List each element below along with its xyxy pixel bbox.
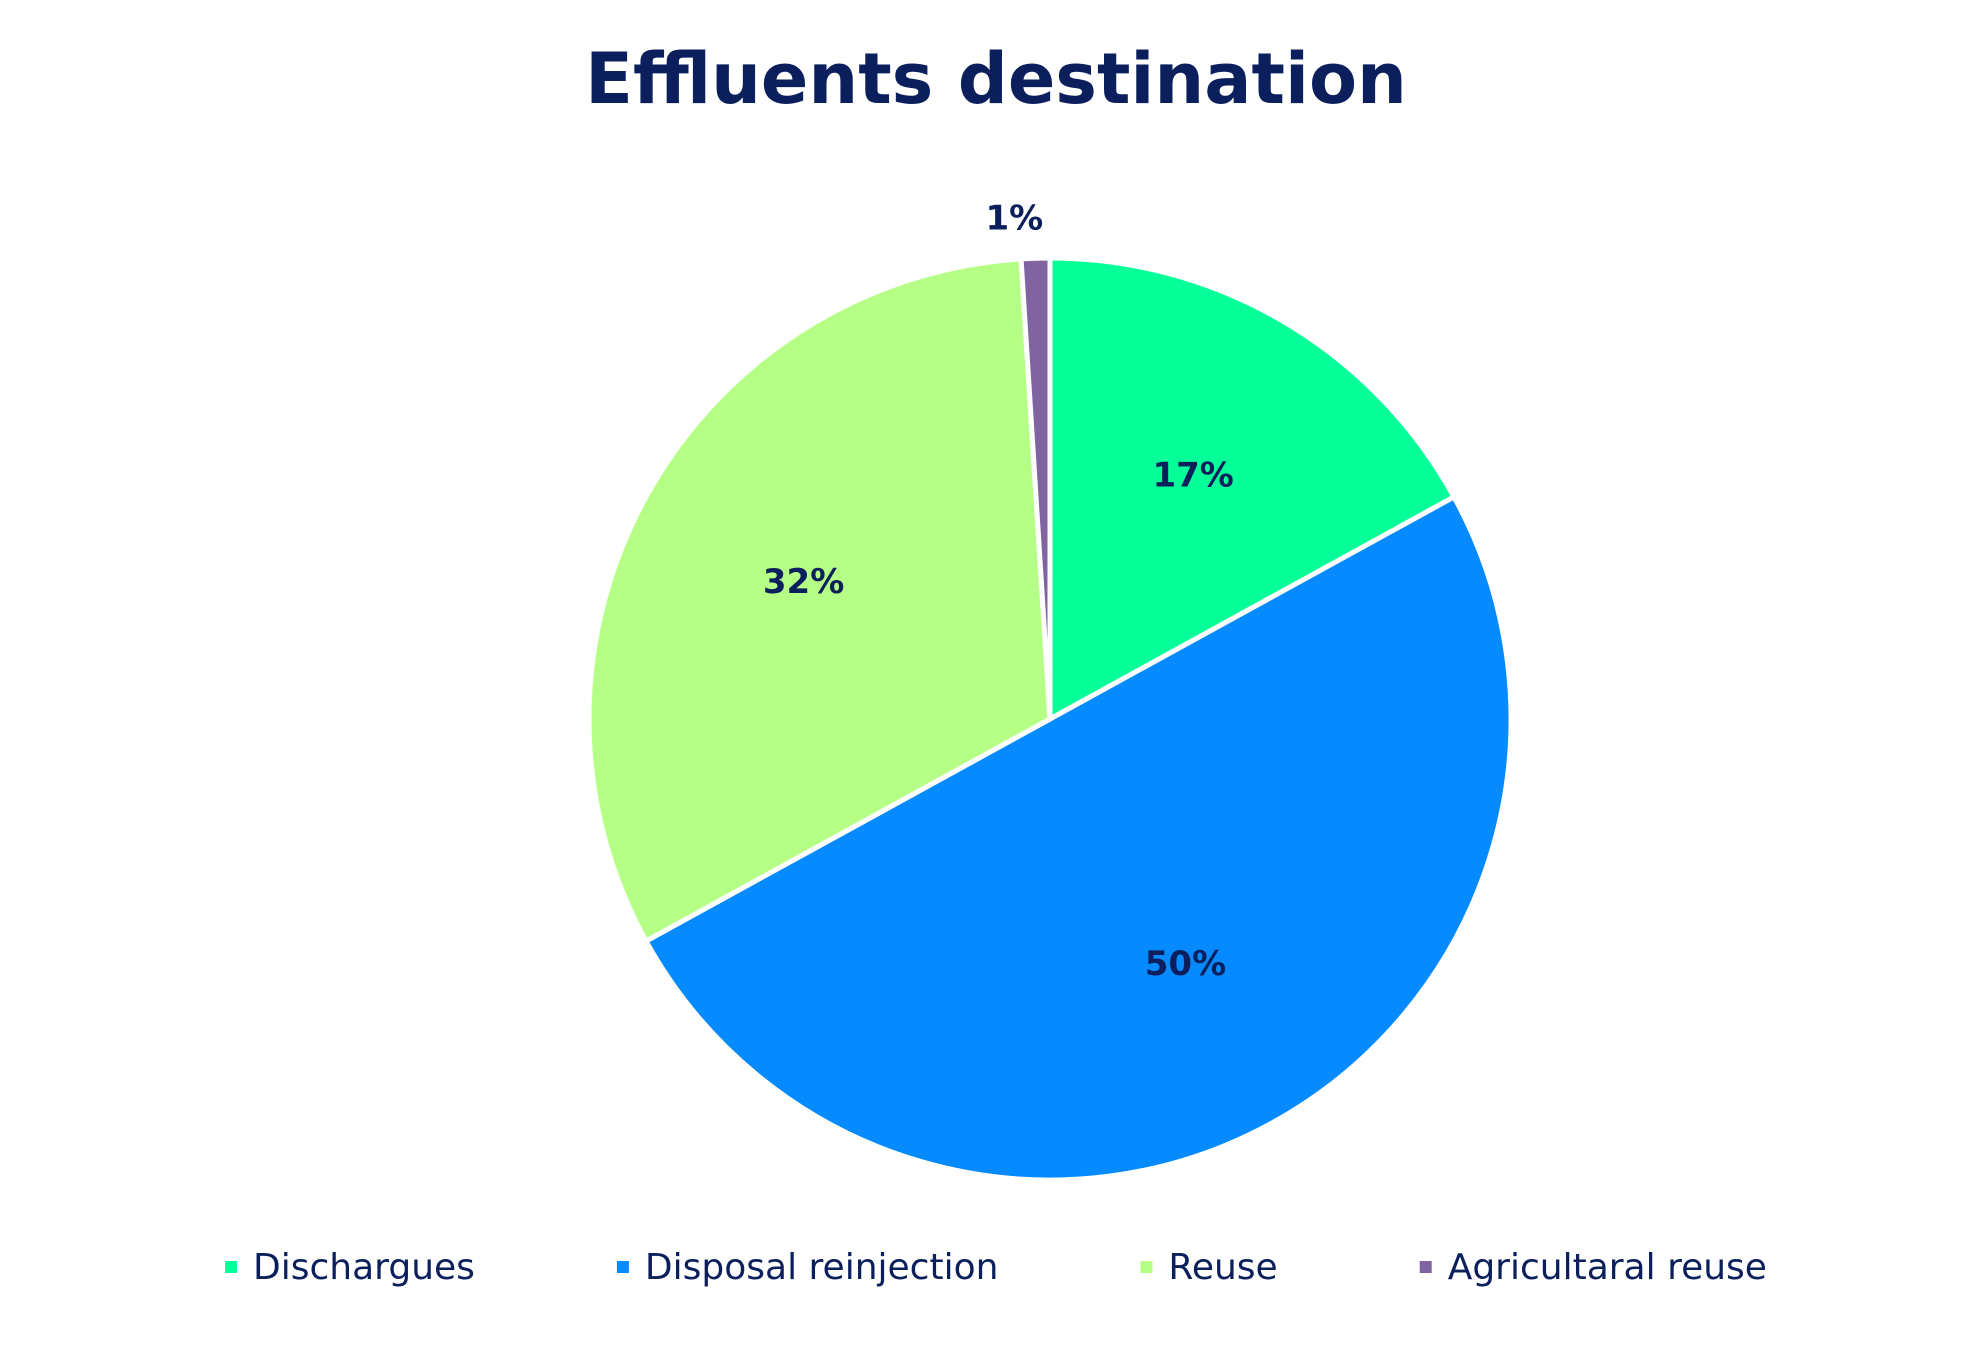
chart-title: Effluents destination [585, 38, 1407, 120]
legend-label: Disposal reinjection [645, 1247, 999, 1288]
legend-label: Reuse [1168, 1247, 1277, 1288]
pie-slice [642, 493, 1514, 1183]
legend-label: Dischargues [253, 1247, 475, 1288]
data-label: 1% [985, 199, 1043, 239]
pie-slice [1047, 255, 1458, 724]
legend-marker [1419, 1261, 1432, 1273]
legend-marker [1140, 1261, 1153, 1273]
pie-slice [586, 256, 1053, 945]
legend-label: Agricultaral reuse [1448, 1247, 1767, 1288]
pie-slice [1018, 255, 1053, 720]
legend-marker [225, 1261, 238, 1273]
data-label: 17% [1152, 455, 1233, 495]
data-label: 32% [763, 562, 844, 602]
legend-marker [616, 1261, 629, 1273]
data-label: 50% [1145, 944, 1226, 984]
